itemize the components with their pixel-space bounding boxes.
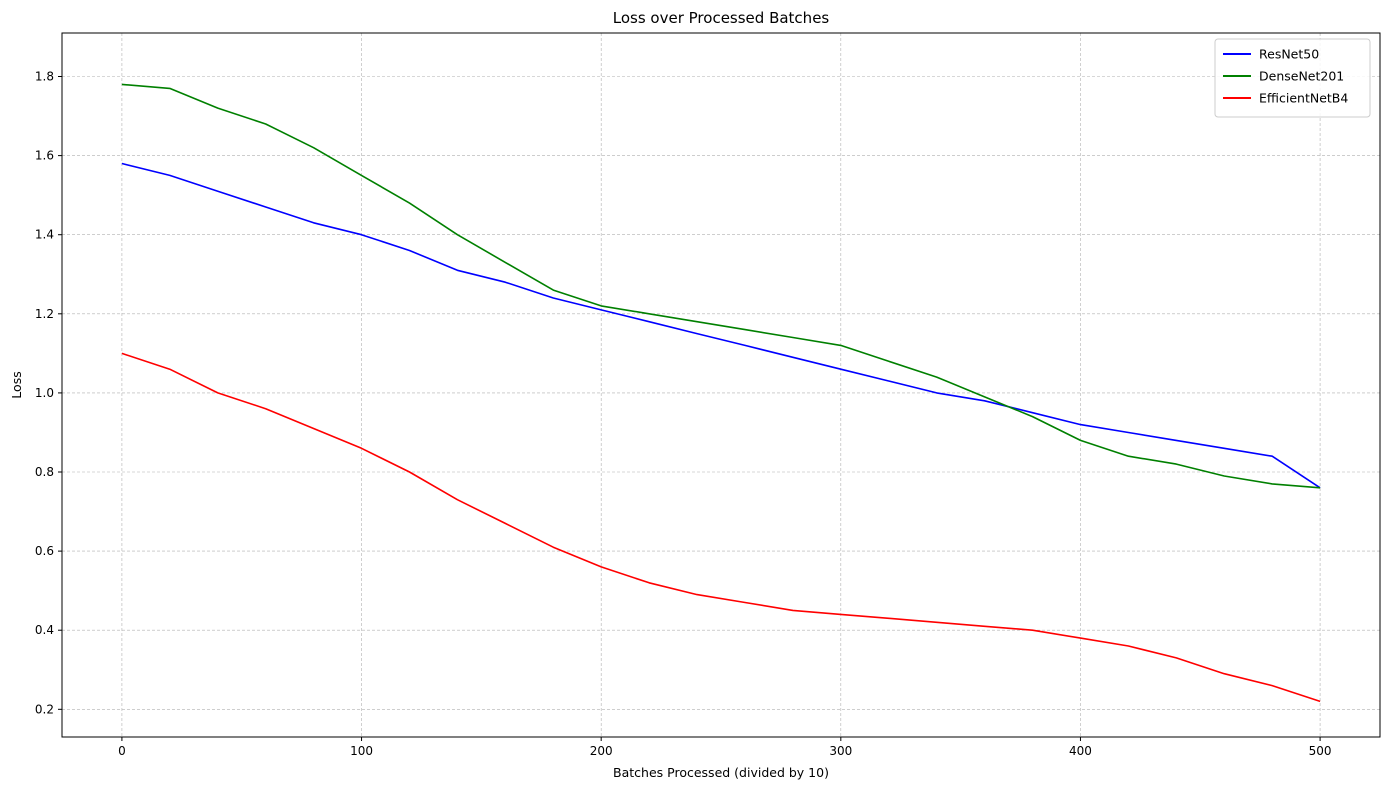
y-tick-label: 0.8 xyxy=(35,465,54,479)
x-ticks: 0 100 200 300 400 500 xyxy=(118,737,1332,758)
x-tick-label: 400 xyxy=(1069,744,1092,758)
y-tick-label: 1.6 xyxy=(35,149,54,163)
legend-label: DenseNet201 xyxy=(1259,69,1344,84)
series-line-efficientnetb4 xyxy=(121,352,1321,703)
legend-label: ResNet50 xyxy=(1259,47,1319,62)
x-axis-label: Batches Processed (divided by 10) xyxy=(613,765,829,780)
y-tick-label: 0.2 xyxy=(35,702,54,716)
x-tick-label: 500 xyxy=(1309,744,1332,758)
y-axis-label: Loss xyxy=(9,371,24,398)
y-tick-label: 0.4 xyxy=(35,623,54,637)
y-ticks: 0.2 0.4 0.6 0.8 1.0 1.2 1.4 1.6 1.8 xyxy=(35,70,62,716)
legend-box xyxy=(1214,38,1371,118)
series-line-resnet50 xyxy=(121,162,1321,489)
y-tick-label: 1.8 xyxy=(35,70,54,84)
series-line-densenet201 xyxy=(121,83,1321,489)
y-tick-label: 1.0 xyxy=(35,386,54,400)
y-tick-label: 1.2 xyxy=(35,307,54,321)
plot-frame xyxy=(61,32,1381,738)
x-tick-label: 300 xyxy=(829,744,852,758)
x-tick-label: 100 xyxy=(350,744,373,758)
y-tick-label: 0.6 xyxy=(35,544,54,558)
legend-label: EfficientNetB4 xyxy=(1259,91,1348,106)
legend: ResNet50 DenseNet201 EfficientNetB4 xyxy=(1214,38,1371,118)
x-tick-label: 0 xyxy=(118,744,126,758)
x-tick-label: 200 xyxy=(590,744,613,758)
chart-title: Loss over Processed Batches xyxy=(613,9,830,27)
series-lines xyxy=(121,83,1321,703)
grid xyxy=(62,33,1380,737)
y-tick-label: 1.4 xyxy=(35,228,54,242)
